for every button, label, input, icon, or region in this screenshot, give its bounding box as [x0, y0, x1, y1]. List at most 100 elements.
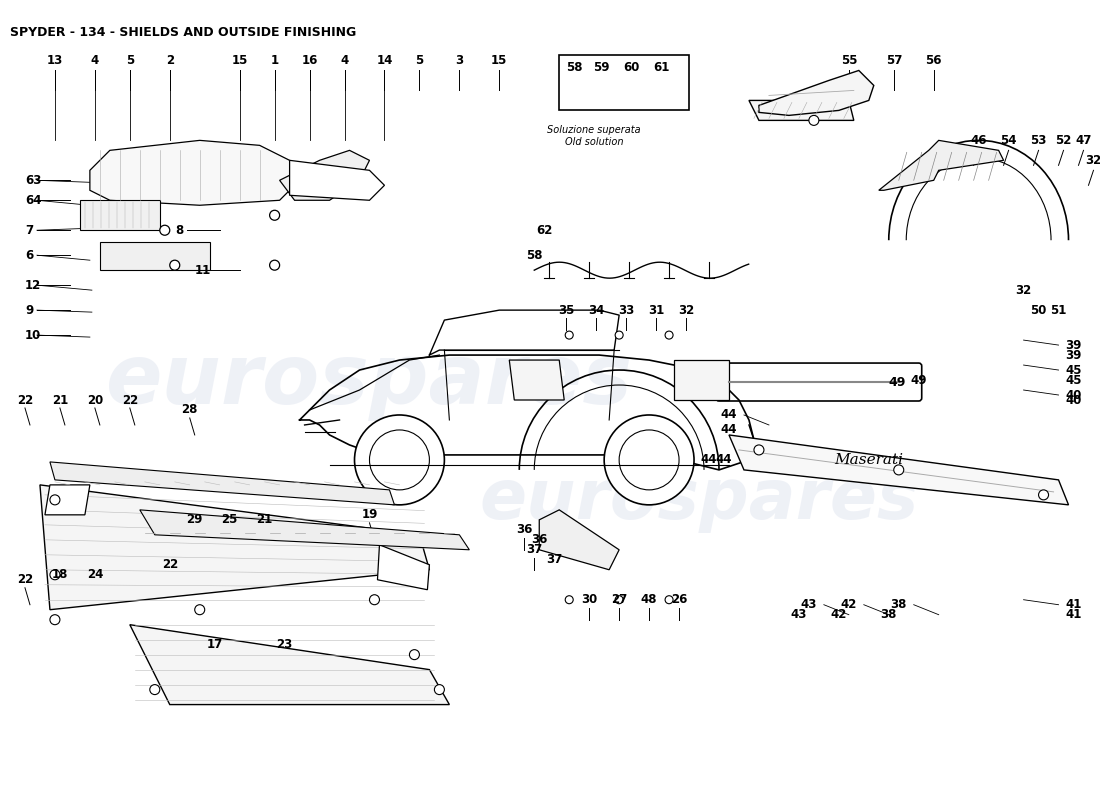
- Text: 6: 6: [25, 249, 33, 262]
- Polygon shape: [749, 101, 854, 120]
- Circle shape: [434, 685, 444, 694]
- Polygon shape: [90, 140, 299, 206]
- Circle shape: [565, 596, 573, 604]
- Polygon shape: [539, 510, 619, 570]
- Circle shape: [565, 331, 573, 339]
- Polygon shape: [509, 360, 564, 400]
- Circle shape: [894, 465, 904, 475]
- Text: 59: 59: [593, 61, 609, 74]
- Text: 11: 11: [195, 264, 211, 277]
- Text: 56: 56: [925, 54, 942, 67]
- Circle shape: [160, 226, 169, 235]
- Circle shape: [150, 685, 160, 694]
- Polygon shape: [50, 462, 395, 505]
- Circle shape: [615, 331, 623, 339]
- Bar: [100, 242, 210, 270]
- Text: 57: 57: [886, 54, 902, 67]
- Text: 45: 45: [1065, 363, 1081, 377]
- Polygon shape: [759, 70, 873, 115]
- Text: 22: 22: [16, 394, 33, 406]
- Polygon shape: [40, 485, 429, 610]
- Text: 42: 42: [840, 598, 857, 611]
- Text: 12: 12: [25, 278, 41, 292]
- Polygon shape: [879, 140, 1003, 190]
- Text: 10: 10: [25, 329, 41, 342]
- Text: 55: 55: [840, 54, 857, 67]
- Text: 22: 22: [16, 574, 33, 586]
- Text: 39: 39: [1065, 338, 1081, 351]
- Text: Maserati: Maserati: [834, 453, 903, 467]
- Text: 42: 42: [830, 608, 847, 622]
- Circle shape: [50, 495, 59, 505]
- Text: 5: 5: [416, 54, 424, 67]
- Text: 9: 9: [25, 304, 33, 317]
- Text: 31: 31: [648, 304, 664, 317]
- Text: 3: 3: [455, 54, 463, 67]
- Text: 22: 22: [162, 558, 178, 571]
- Text: Soluzione superata
Old solution: Soluzione superata Old solution: [548, 126, 641, 147]
- Circle shape: [1038, 490, 1048, 500]
- Circle shape: [270, 210, 279, 220]
- Circle shape: [169, 260, 179, 270]
- Text: 46: 46: [970, 134, 987, 147]
- Circle shape: [808, 115, 818, 126]
- Text: 16: 16: [301, 54, 318, 67]
- Polygon shape: [140, 510, 470, 550]
- Polygon shape: [674, 360, 729, 400]
- Text: 41: 41: [1065, 608, 1081, 622]
- Text: 43: 43: [791, 608, 807, 622]
- Circle shape: [195, 605, 205, 614]
- Polygon shape: [289, 160, 385, 200]
- Text: 32: 32: [1086, 154, 1100, 167]
- FancyBboxPatch shape: [716, 363, 922, 401]
- Text: 58: 58: [526, 249, 542, 262]
- Text: 34: 34: [588, 304, 604, 317]
- Text: 54: 54: [1000, 134, 1016, 147]
- Text: 33: 33: [618, 304, 635, 317]
- Text: 40: 40: [1065, 394, 1081, 406]
- Text: 60: 60: [623, 61, 639, 74]
- Text: 4: 4: [340, 54, 349, 67]
- Text: 44: 44: [716, 454, 733, 466]
- Polygon shape: [377, 545, 429, 590]
- Polygon shape: [45, 485, 90, 515]
- Circle shape: [370, 594, 379, 605]
- Text: 37: 37: [546, 554, 562, 566]
- Text: 13: 13: [47, 54, 63, 67]
- Text: 58: 58: [566, 61, 583, 74]
- Text: 32: 32: [1015, 284, 1032, 297]
- Text: eurospares: eurospares: [106, 339, 632, 421]
- Text: 53: 53: [1031, 134, 1047, 147]
- Text: 5: 5: [125, 54, 134, 67]
- Text: 49: 49: [911, 374, 927, 386]
- Text: eurospares: eurospares: [480, 466, 918, 534]
- Text: 50: 50: [1031, 304, 1047, 317]
- Text: 25: 25: [221, 514, 238, 526]
- Text: 20: 20: [87, 394, 103, 406]
- Text: 61: 61: [653, 61, 669, 74]
- Text: 36: 36: [516, 523, 532, 536]
- Text: 19: 19: [361, 508, 377, 522]
- Text: 23: 23: [276, 638, 293, 651]
- Text: 24: 24: [87, 568, 103, 582]
- Text: 27: 27: [610, 594, 627, 606]
- Polygon shape: [729, 435, 1068, 505]
- Text: 29: 29: [187, 514, 202, 526]
- Text: 45: 45: [1065, 374, 1081, 386]
- Text: 8: 8: [175, 224, 183, 237]
- Circle shape: [370, 430, 429, 490]
- Text: 64: 64: [25, 194, 42, 206]
- Text: 44: 44: [720, 423, 737, 437]
- Text: 40: 40: [1065, 389, 1081, 402]
- Text: 51: 51: [1050, 304, 1067, 317]
- Text: SPYDER - 134 - SHIELDS AND OUTSIDE FINISHING: SPYDER - 134 - SHIELDS AND OUTSIDE FINIS…: [10, 26, 356, 38]
- Text: 35: 35: [558, 304, 574, 317]
- Circle shape: [615, 596, 623, 604]
- Text: 38: 38: [891, 598, 906, 611]
- Text: 28: 28: [182, 403, 198, 417]
- Circle shape: [754, 445, 763, 455]
- Text: 48: 48: [641, 594, 658, 606]
- Text: 30: 30: [581, 594, 597, 606]
- Text: 62: 62: [536, 224, 552, 237]
- Text: 44: 44: [701, 454, 717, 466]
